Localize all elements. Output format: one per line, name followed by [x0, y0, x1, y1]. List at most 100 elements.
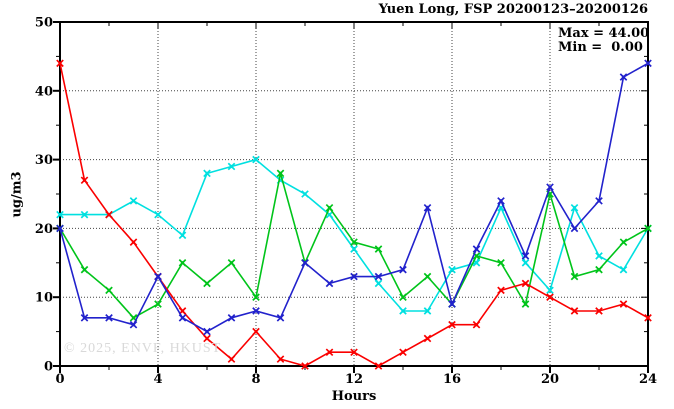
- green-series-marker-center: [131, 316, 136, 320]
- cyan-series-marker-center: [180, 233, 185, 237]
- x-axis-title: Hours: [331, 389, 377, 404]
- cyan-series-marker-center: [327, 213, 332, 217]
- cyan-series-marker-center: [450, 268, 454, 272]
- x-tick-label: 24: [639, 372, 657, 387]
- blue-series-marker-center: [107, 316, 111, 320]
- red-series-marker-center: [303, 364, 307, 368]
- green-series-marker-center: [572, 274, 577, 279]
- green-series-marker-center: [597, 268, 601, 272]
- blue-series-marker-center: [376, 274, 381, 279]
- cyan-series-marker-center: [303, 192, 307, 196]
- cyan-series-marker-center: [205, 171, 209, 175]
- red-series-marker-center: [82, 178, 87, 182]
- green-series-marker-center: [254, 295, 258, 299]
- green-series-marker-center: [646, 226, 650, 230]
- y-axis-title: ug/m3: [9, 171, 25, 218]
- y-tick-label: 20: [35, 222, 53, 237]
- max-min-legend: Max = 44.00 Min = 0.00: [558, 27, 649, 55]
- green-series-marker-center: [205, 281, 209, 286]
- green-series-marker-center: [548, 192, 552, 196]
- blue-series-marker-center: [205, 330, 209, 334]
- blue-series-marker-center: [82, 316, 87, 320]
- y-tick-label: 40: [35, 84, 53, 99]
- y-tick-label: 0: [44, 360, 53, 375]
- green-series-marker-center: [621, 240, 626, 244]
- red-series-marker-center: [107, 213, 111, 217]
- chart-title: Yuen Long, FSP 20200123–20200126: [378, 2, 648, 17]
- blue-series-marker-center: [327, 281, 332, 286]
- blue-series-marker-center: [523, 254, 528, 258]
- red-series-marker-center: [180, 309, 185, 313]
- green-series-marker-center: [327, 206, 332, 210]
- red-series-marker-center: [572, 309, 577, 313]
- cyan-series-marker-center: [499, 206, 503, 210]
- red-series-marker-center: [621, 302, 626, 306]
- blue-series-marker-center: [278, 316, 283, 320]
- blue-series-marker-center: [499, 199, 503, 203]
- y-tick-label: 30: [35, 153, 53, 168]
- red-series-marker-center: [474, 323, 479, 327]
- x-tick-label: 0: [55, 372, 64, 387]
- green-series-marker-center: [474, 254, 479, 258]
- red-series-marker-center: [523, 281, 528, 286]
- red-series-marker-center: [597, 309, 601, 313]
- cyan-series-marker-center: [597, 254, 601, 258]
- max-value-label: Max = 44.00: [558, 26, 650, 41]
- green-series-marker-center: [278, 171, 283, 175]
- red-series-marker-center: [58, 61, 62, 65]
- red-series-marker-center: [229, 357, 234, 361]
- green-series-marker-center: [425, 274, 430, 279]
- cyan-series-marker-center: [572, 206, 577, 210]
- blue-series-marker-center: [548, 185, 552, 189]
- green-series-marker-center: [229, 261, 234, 265]
- red-series-marker-center: [352, 350, 356, 354]
- red-series-marker-center: [548, 295, 552, 299]
- green-series-marker-center: [107, 288, 111, 292]
- blue-series-marker-center: [597, 199, 601, 203]
- cyan-series-marker-center: [621, 268, 626, 272]
- red-series-marker-center: [376, 364, 381, 368]
- red-series-marker-center: [450, 323, 454, 327]
- blue-series-marker-center: [621, 75, 626, 79]
- blue-series-marker-center: [229, 316, 234, 320]
- green-series-marker-center: [82, 268, 87, 272]
- red-series-marker-center: [205, 336, 209, 341]
- x-tick-label: 20: [541, 372, 559, 387]
- red-series-marker-center: [646, 316, 650, 320]
- blue-series-marker-center: [425, 206, 430, 210]
- red-series-marker-center: [425, 336, 430, 341]
- blue-series-marker-center: [646, 61, 650, 65]
- plot-frame: [59, 21, 649, 367]
- red-series-marker-center: [401, 350, 405, 354]
- blue-series-marker-center: [401, 268, 405, 272]
- green-series-marker-center: [180, 261, 185, 265]
- x-tick-label: 4: [153, 372, 162, 387]
- y-tick-label: 50: [35, 16, 53, 31]
- cyan-series-marker-center: [156, 213, 160, 217]
- watermark: © 2025, ENVF, HKUST: [64, 341, 222, 356]
- cyan-series-marker-center: [278, 178, 283, 182]
- cyan-series-marker-center: [82, 213, 87, 217]
- blue-series-marker-center: [303, 261, 307, 265]
- red-series-marker-center: [499, 288, 503, 292]
- cyan-series-marker-center: [474, 261, 479, 265]
- blue-series-marker-center: [474, 247, 479, 251]
- red-series-marker-center: [131, 240, 136, 244]
- blue-series-marker-center: [58, 226, 62, 230]
- blue-series-marker-center: [572, 226, 577, 230]
- cyan-series-marker-center: [229, 164, 234, 169]
- blue-series-marker-center: [450, 302, 454, 306]
- cyan-series-marker-center: [131, 199, 136, 203]
- green-series-marker-center: [523, 302, 528, 306]
- x-tick-label: 16: [443, 372, 461, 387]
- cyan-series-marker-center: [352, 247, 356, 251]
- y-tick-label: 10: [35, 291, 53, 306]
- blue-series-marker-center: [131, 323, 136, 327]
- cyan-series-marker-center: [425, 309, 430, 313]
- red-series-marker-center: [254, 330, 258, 334]
- min-value-label: Min = 0.00: [558, 40, 643, 55]
- cyan-series-marker-center: [254, 158, 258, 162]
- blue-series-marker-center: [254, 309, 258, 313]
- cyan-series-marker-center: [401, 309, 405, 313]
